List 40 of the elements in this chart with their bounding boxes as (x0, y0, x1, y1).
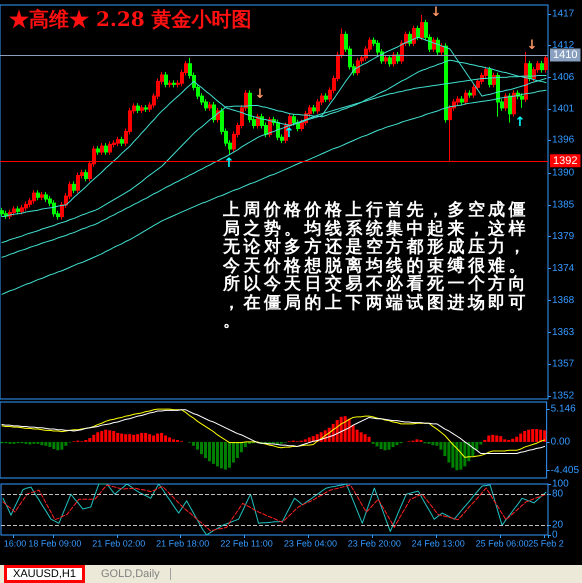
y-tick-label: 1357 (552, 358, 575, 370)
x-tick-label: 24 Feb 13:00 (412, 538, 465, 548)
x-tick-label: 22 Feb 11:00 (220, 538, 273, 548)
text: XAUUSD,H1 (4, 565, 85, 583)
y-tick-label: 1379 (552, 231, 575, 242)
x-tick-label: 23 Feb 20:00 (348, 538, 401, 548)
y-tick-label: 1396 (552, 134, 575, 146)
y-tick-label: 80 (552, 488, 564, 500)
y-tick-label: -4.405 (550, 464, 580, 476)
y-tick-label: 5.146 (550, 403, 576, 414)
x-tick-label: 25 Feb 06:00 (476, 538, 529, 548)
annotation: ↓ (526, 38, 538, 54)
y-tick-label: 1417 (552, 8, 575, 20)
y-tick-label: 1412 (552, 40, 575, 52)
ref-line-label: 1392 (553, 154, 578, 167)
x-tick-label: 16:00 (4, 538, 26, 548)
text: GOLD,Daily (90, 568, 171, 580)
x-tick-label: 21 Feb 18:00 (156, 538, 210, 548)
y-tick-label: 1401 (552, 104, 575, 115)
y-tick-label: 0 (552, 530, 558, 540)
y-tick-label: 1390 (552, 168, 575, 179)
y-tick-label: 1406 (552, 72, 575, 83)
y-tick-label: 1363 (552, 327, 575, 338)
chart-title: ★高维★ 2.28 黄金小时图 (9, 7, 252, 31)
y-tick-label: 1385 (552, 199, 575, 210)
y-tick-label: 100 (552, 478, 570, 490)
ref-line-label: 1410 (553, 48, 578, 61)
y-tick-label: 1374 (552, 262, 575, 274)
x-tick-label: 25 Feb 2 (528, 538, 564, 548)
annotation: ↓ (254, 87, 266, 103)
y-tick-label: 1368 (552, 295, 575, 306)
x-tick-label: 18 Feb 09:00 (28, 538, 82, 548)
x-tick-label: 23 Feb 04:00 (284, 538, 337, 548)
y-tick-label: 20 (552, 519, 564, 530)
y-tick-label: 0.00 (550, 436, 571, 448)
annotation: ↑ (514, 115, 526, 131)
annotation: 上周价格价格上行首先，多空成僵局之势。均线系统集中起来，这样无论对多方还是空方都形成压力，今天价格想脱离均线的束缚很难。所以今天日交易不必看死一个方向，在僵局的上下两端试图进场即可。 (223, 200, 530, 331)
x-tick-label: 21 Feb 02:00 (92, 538, 146, 548)
y-tick-label: 1352 (552, 390, 575, 402)
annotation: ↓ (430, 5, 442, 21)
